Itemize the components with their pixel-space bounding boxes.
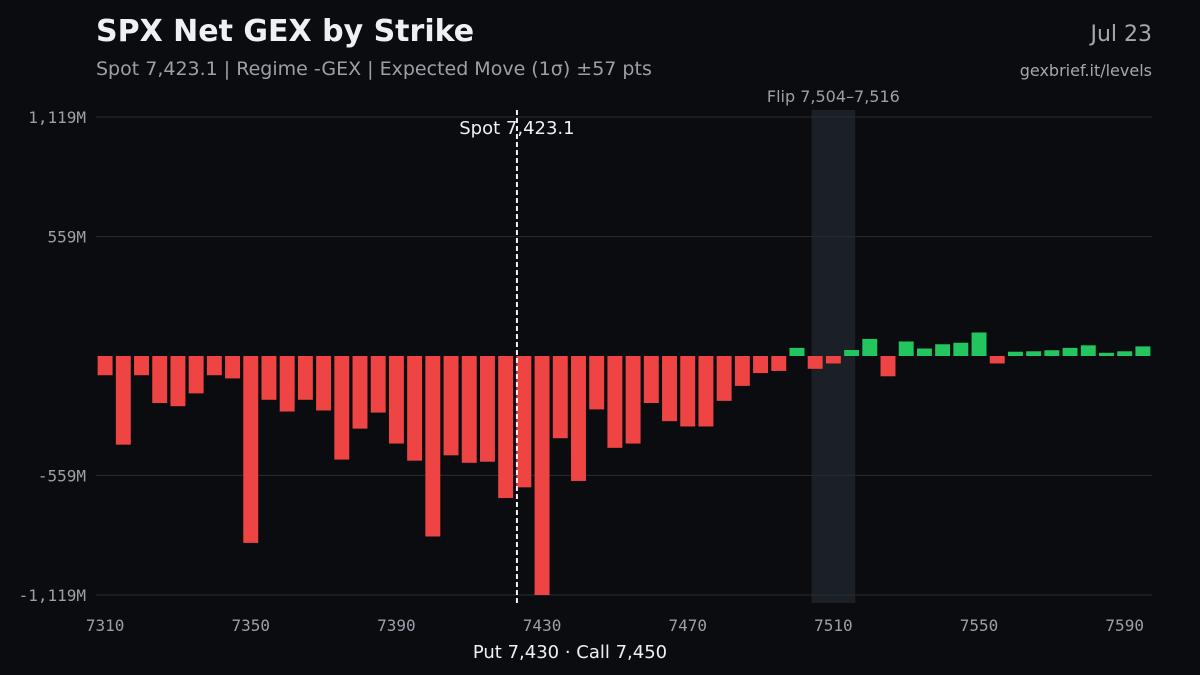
gex-bar [334, 356, 350, 460]
gex-bar [571, 356, 586, 481]
gex-bar [716, 356, 732, 401]
gex-bar [953, 342, 969, 356]
gex-bar [443, 356, 459, 456]
gex-bar [134, 356, 149, 376]
gex-bar [115, 356, 131, 445]
gex-bar [297, 356, 313, 400]
gex-bar [880, 356, 896, 377]
gex-bar [1099, 352, 1114, 356]
gex-bar [789, 347, 805, 356]
gex-bar [589, 356, 605, 410]
gex-bar [498, 356, 514, 499]
gex-bar [279, 356, 295, 412]
gex-bar [407, 356, 423, 461]
gex-bar [243, 356, 259, 543]
gex-bar [753, 356, 769, 374]
x-tick-label: 7510 [814, 616, 853, 635]
gex-bar [607, 356, 623, 448]
gex-bar [479, 356, 495, 462]
gex-bar [916, 348, 932, 356]
chart-date: Jul 23 [1090, 22, 1152, 47]
gex-bar [935, 344, 951, 356]
gex-bar [188, 356, 204, 394]
label-layer: Flip 7,504–7,5161,119M559M-559M-1,119M73… [19, 87, 1144, 663]
gex-bar [662, 356, 677, 422]
x-tick-label: 7470 [668, 616, 707, 635]
gex-bar [771, 356, 787, 371]
gex-bar [643, 356, 659, 403]
x-tick-label: 7550 [960, 616, 999, 635]
gex-bar [225, 356, 241, 379]
gex-bar [316, 356, 332, 411]
y-tick-label: -559M [38, 466, 86, 485]
y-tick-label: -1,119M [19, 586, 86, 605]
y-tick-label: 1,119M [28, 108, 86, 127]
x-tick-label: 7390 [377, 616, 416, 635]
gex-bar [1062, 347, 1078, 356]
gex-bar [807, 356, 823, 369]
y-tick-label: 559M [47, 228, 86, 247]
chart-title: SPX Net GEX by Strike [96, 14, 475, 49]
gex-bar [552, 356, 568, 439]
chart-source: gexbrief.it/levels [1019, 61, 1152, 80]
gex-bar [625, 356, 641, 444]
gex-bar [261, 356, 277, 400]
bar-layer [97, 332, 1151, 595]
x-tick-label: 7350 [231, 616, 270, 635]
gex-bar [898, 341, 914, 356]
x-axis-label: Put 7,430 · Call 7,450 [473, 642, 667, 663]
gex-bar [862, 338, 878, 356]
gex-bar [971, 332, 987, 356]
gex-bar [388, 356, 404, 444]
gex-bar [1080, 345, 1096, 356]
gex-bar [534, 356, 550, 595]
gex-bar [370, 356, 386, 413]
grid-layer [96, 116, 1152, 596]
x-tick-label: 7590 [1105, 616, 1144, 635]
gex-bar [97, 356, 113, 376]
gex-bar [425, 356, 441, 537]
gex-bar [170, 356, 186, 407]
gex-bar [152, 356, 168, 403]
gex-bar [680, 356, 696, 427]
gex-bar [1044, 350, 1060, 356]
x-tick-label: 7310 [86, 616, 125, 635]
x-tick-label: 7430 [523, 616, 562, 635]
gex-bar [1007, 351, 1023, 356]
chart-subtitle: Spot 7,423.1 | Regime -GEX | Expected Mo… [96, 58, 652, 80]
gex-bar [1135, 346, 1151, 356]
gex-bar [1026, 351, 1042, 356]
spot-label: Spot 7,423.1 [459, 118, 574, 139]
gex-bar [516, 356, 532, 488]
flip-zone-label: Flip 7,504–7,516 [767, 87, 900, 106]
gex-bar [989, 356, 1005, 364]
gex-bar [825, 356, 841, 364]
gex-bar [734, 356, 750, 386]
gex-bar [844, 350, 860, 356]
gex-bar [461, 356, 477, 463]
gex-bar [698, 356, 714, 427]
gex-bar [206, 356, 222, 376]
gex-bar [1117, 351, 1133, 356]
gex-bar [352, 356, 368, 429]
